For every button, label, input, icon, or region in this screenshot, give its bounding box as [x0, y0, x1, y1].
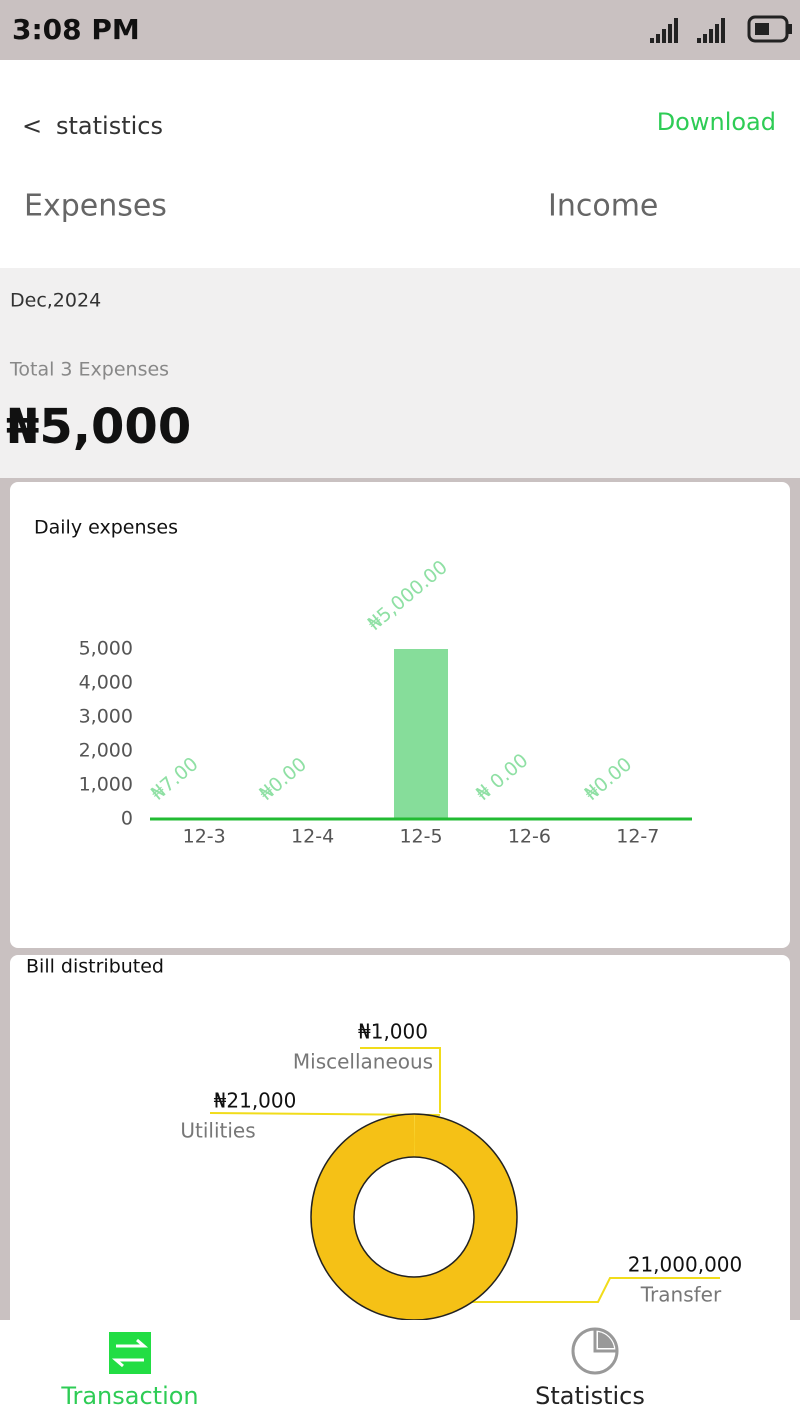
- slice-value-label: ₦1,000: [358, 1020, 428, 1044]
- y-tick-label: 4,000: [79, 672, 133, 694]
- statistics-icon[interactable]: [571, 1327, 619, 1375]
- x-tick-label: 12-4: [291, 826, 334, 848]
- total: ₦5,000: [6, 399, 191, 455]
- summary-panel: [0, 268, 800, 478]
- page-title: statistics: [56, 112, 163, 140]
- tab[interactable]: Expenses: [24, 189, 167, 224]
- slice-value-label: 21,000,000: [628, 1253, 743, 1277]
- chart-title: Daily expenses: [34, 517, 178, 539]
- signal-icons: [650, 15, 792, 43]
- period[interactable]: Dec,2024: [10, 290, 101, 312]
- y-tick-label: 0: [121, 808, 133, 830]
- slice-name: Miscellaneous: [293, 1050, 433, 1074]
- slice-name: Utilities: [180, 1119, 255, 1143]
- tab[interactable]: Income: [548, 189, 658, 224]
- x-tick-label: 12-5: [399, 826, 442, 848]
- pie-slice: [414, 1114, 415, 1158]
- count-label: Total 3 Expenses: [9, 359, 169, 381]
- back-button[interactable]: <: [22, 112, 42, 140]
- transaction-icon[interactable]: [109, 1332, 151, 1374]
- y-tick-label: 1,000: [79, 774, 133, 796]
- x-tick-label: 12-6: [508, 826, 551, 848]
- slice-value-label: ₦21,000: [214, 1089, 297, 1113]
- header: [0, 60, 800, 268]
- ring-outline: [353, 1156, 475, 1278]
- y-tick-label: 5,000: [79, 638, 133, 660]
- y-tick-label: 2,000: [79, 740, 133, 762]
- bar: [394, 649, 448, 819]
- pie-chart: ₦1,000 Miscellaneous ₦21,000 Utilities 21,00…: [180, 1020, 742, 1321]
- nav-label[interactable]: Statistics: [535, 1382, 645, 1410]
- nav-label[interactable]: Transaction: [60, 1382, 198, 1410]
- x-tick-label: 12-3: [183, 826, 226, 848]
- status-time: 3:08 PM: [12, 13, 140, 46]
- y-tick-label: 3,000: [79, 706, 133, 728]
- x-tick-label: 12-7: [616, 826, 659, 848]
- pie-slice: [310, 1113, 517, 1320]
- chart-title: Bill distributed: [26, 956, 164, 978]
- card: [10, 955, 790, 1375]
- slice-name: Transfer: [640, 1283, 722, 1307]
- download-button[interactable]: Download: [657, 108, 776, 136]
